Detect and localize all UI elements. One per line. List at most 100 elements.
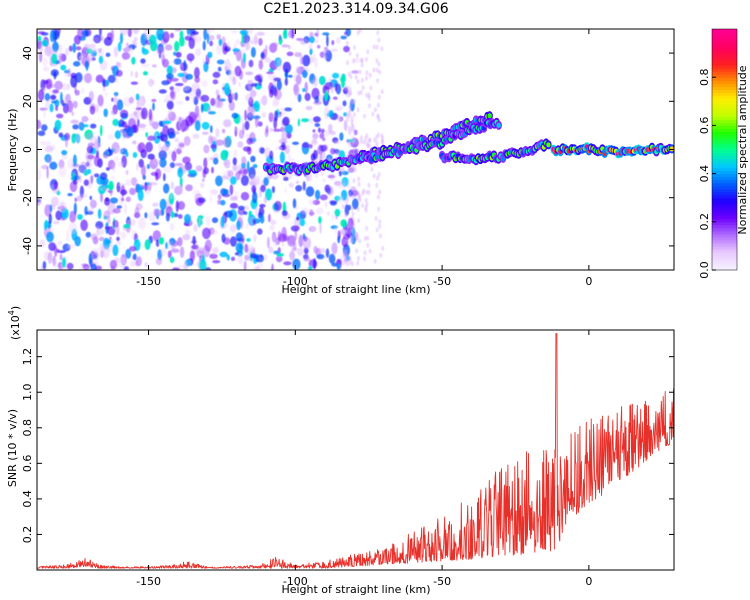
noise-blob [234, 252, 239, 256]
noise-blob [198, 217, 202, 230]
noise-blob [155, 239, 160, 247]
noise-blob [317, 127, 322, 133]
noise-blob [163, 166, 172, 173]
noise-blob [223, 82, 230, 96]
noise-blob [237, 141, 244, 148]
noise-blob [302, 88, 306, 92]
noise-blob [112, 118, 119, 127]
noise-blob [174, 185, 183, 196]
noise-blob [178, 214, 183, 219]
noise-blob [347, 178, 351, 190]
noise-blob [377, 171, 381, 177]
noise-blob [125, 196, 131, 203]
noise-blob [301, 207, 310, 215]
noise-blob [368, 137, 371, 143]
noise-blob [309, 48, 313, 56]
noise-blob [291, 29, 294, 39]
noise-blob [322, 137, 326, 142]
noise-blob [275, 255, 283, 263]
noise-blob [72, 42, 77, 53]
noise-blob [58, 201, 67, 213]
noise-blob [234, 65, 242, 77]
noise-blob [51, 53, 58, 65]
noise-blob [380, 140, 384, 146]
noise-blob [239, 166, 248, 176]
noise-blob [349, 228, 353, 234]
noise-blob [75, 46, 82, 51]
noise-blob [54, 80, 63, 90]
noise-blob [271, 186, 275, 194]
noise-blob [49, 161, 58, 170]
noise-blob [335, 36, 341, 44]
noise-blob [233, 149, 238, 158]
noise-blob [73, 202, 77, 215]
noise-blob [352, 178, 356, 184]
noise-blob [110, 29, 115, 42]
noise-blob [98, 236, 105, 242]
noise-blob [135, 71, 138, 79]
noise-blob [220, 216, 225, 228]
x-tick-label: -100 [283, 275, 308, 288]
noise-blob [334, 82, 338, 92]
noise-blob [336, 263, 340, 270]
noise-blob [245, 93, 253, 102]
noise-blob [287, 235, 296, 247]
noise-blob [41, 39, 48, 47]
noise-blob [367, 189, 371, 195]
noise-blob [209, 40, 214, 47]
noise-blob [70, 119, 79, 124]
noise-blob [46, 166, 49, 179]
noise-blob [120, 109, 129, 119]
noise-blob [175, 82, 184, 87]
noise-blob [52, 220, 60, 225]
noise-blob [378, 69, 382, 75]
noise-blob [380, 46, 384, 52]
noise-blob [127, 29, 132, 38]
noise-blob [51, 100, 57, 104]
colorbar-cell [712, 230, 737, 235]
noise-blob [378, 219, 382, 225]
noise-blob [348, 192, 351, 198]
noise-blob [292, 258, 301, 270]
noise-blob [263, 177, 269, 186]
colorbar-cell [712, 221, 737, 226]
noise-blob [313, 245, 318, 254]
noise-blob [376, 175, 380, 181]
noise-blob [79, 266, 84, 270]
colorbar-cell [712, 263, 737, 268]
noise-blob [308, 225, 317, 233]
noise-blob [317, 44, 321, 49]
noise-blob [312, 53, 316, 63]
noise-blob [238, 129, 245, 139]
noise-blob [331, 213, 335, 221]
noise-blob [220, 199, 226, 206]
noise-blob [209, 194, 213, 204]
noise-blob [366, 49, 370, 55]
noise-blob [135, 107, 141, 120]
noise-blob [309, 209, 314, 217]
noise-blob [84, 73, 92, 84]
noise-blob [373, 137, 377, 143]
noise-blob [221, 233, 226, 243]
noise-blob [323, 49, 330, 54]
noise-blob [110, 197, 118, 204]
noise-blob [322, 32, 330, 36]
noise-blob [324, 129, 330, 137]
noise-blob [144, 212, 148, 219]
noise-blob [141, 46, 145, 53]
noise-blob [364, 136, 368, 142]
noise-blob [112, 219, 119, 228]
noise-blob [235, 171, 241, 181]
noise-blob [323, 54, 327, 61]
noise-blob [126, 126, 134, 137]
noise-blob [87, 54, 95, 62]
noise-blob [243, 260, 247, 270]
noise-blob [217, 194, 222, 200]
noise-blob [61, 150, 68, 156]
noise-blob [120, 184, 125, 197]
noise-blob [288, 74, 293, 78]
noise-blob [46, 228, 55, 233]
noise-blob [62, 102, 66, 107]
noise-blob [134, 36, 138, 41]
colorbar-cell [712, 38, 737, 42]
